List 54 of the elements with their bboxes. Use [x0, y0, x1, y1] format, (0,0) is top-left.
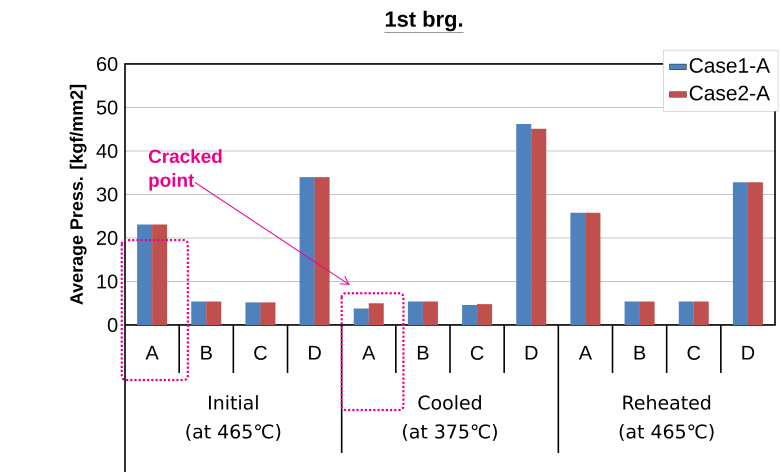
bar	[300, 177, 315, 326]
text: Reheated	[623, 395, 710, 410]
bar	[477, 304, 492, 326]
bar	[694, 302, 709, 326]
y-tick-label: 40	[96, 144, 118, 158]
y-tick-label: 10	[98, 274, 118, 289]
bar	[462, 305, 478, 326]
bar	[585, 212, 600, 326]
y-axis-title: Average Press. [kgf/mm2]	[70, 84, 87, 305]
bar	[748, 182, 763, 326]
text: Cooled	[418, 395, 481, 410]
x-tick-label: B	[634, 346, 646, 360]
bar	[314, 177, 330, 326]
bar	[206, 302, 222, 326]
y-tick-label: 0	[108, 318, 118, 332]
text: (at 375℃)	[403, 424, 497, 441]
x-tick-label: C	[254, 346, 267, 360]
bar	[408, 302, 423, 326]
bar	[570, 212, 586, 326]
bar	[678, 302, 694, 326]
bar	[624, 302, 640, 326]
bar	[354, 308, 369, 326]
x-tick-label: C	[470, 346, 484, 360]
bar	[531, 128, 546, 326]
y-tick-label: 30	[96, 188, 118, 202]
bar	[732, 182, 748, 326]
bar	[137, 224, 152, 326]
bar	[260, 302, 276, 326]
y-tick-label: 20	[97, 231, 118, 246]
x-tick-label: B	[418, 346, 429, 360]
x-tick-label: A	[145, 346, 159, 360]
bar	[422, 302, 438, 326]
x-tick-label: B	[201, 346, 212, 360]
x-tick-label: A	[578, 346, 592, 360]
bar	[516, 124, 532, 326]
bar	[245, 302, 260, 326]
y-tick-label: 60	[97, 57, 118, 72]
text: (at 465℃)	[186, 424, 280, 441]
x-tick-label: D	[526, 346, 538, 360]
y-tick-label: 50	[96, 100, 118, 115]
bar	[368, 303, 384, 326]
bar	[152, 224, 168, 326]
x-tick-label: D	[742, 346, 754, 360]
text: (at 465℃)	[620, 424, 714, 441]
legend-label: Case1-A	[690, 58, 770, 74]
bar	[640, 302, 655, 326]
bar	[191, 302, 206, 326]
chart-title: 1st brg.	[386, 10, 462, 32]
x-tick-label: A	[362, 346, 376, 360]
x-tick-label: D	[309, 346, 321, 360]
x-tick-label: C	[688, 346, 700, 360]
legend-label: Case2-A	[690, 86, 770, 101]
annotation: Cracked point	[148, 149, 222, 191]
text: Initial	[209, 395, 258, 410]
